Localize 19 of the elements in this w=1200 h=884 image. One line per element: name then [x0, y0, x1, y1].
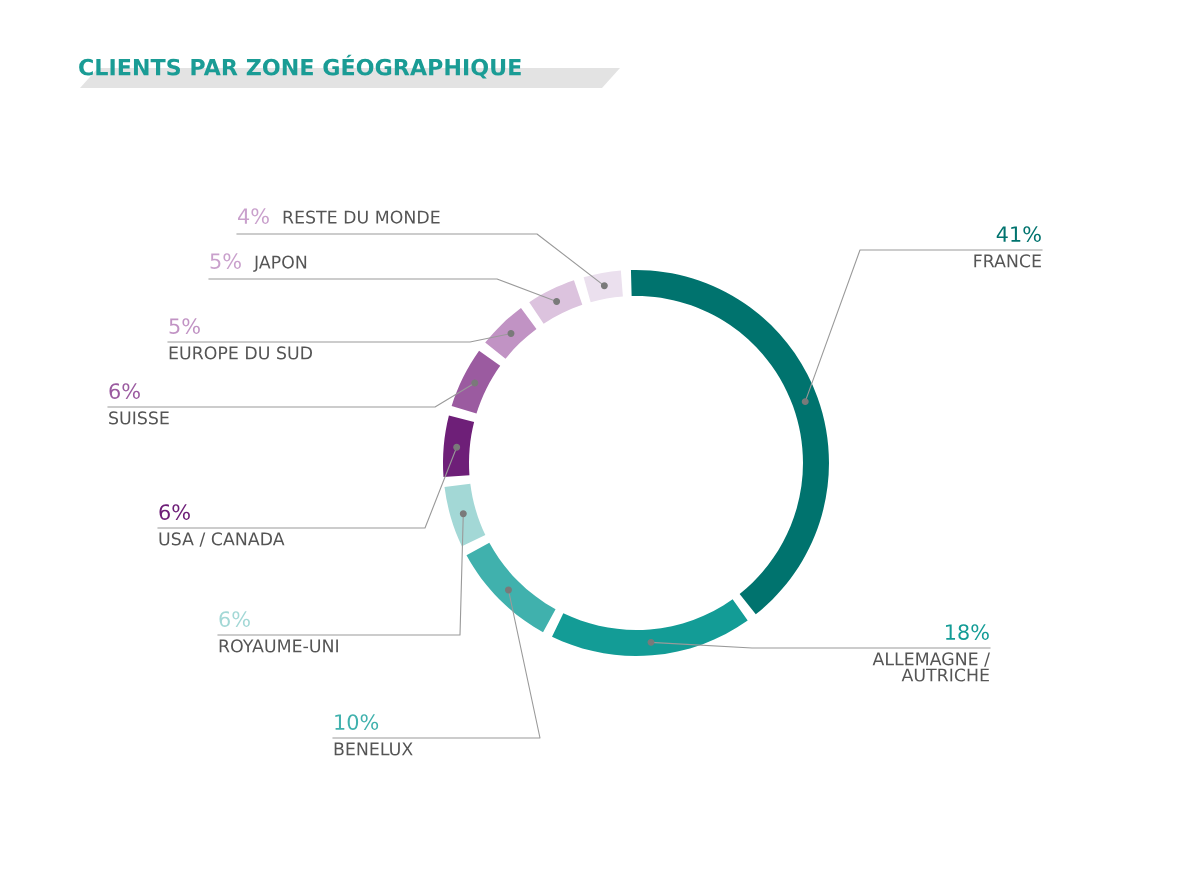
data-label: 6%: [219, 611, 250, 627]
data-label: 4%: [238, 208, 269, 224]
data-label: 6%: [109, 383, 140, 399]
slice-label: FRANCE: [974, 254, 1041, 268]
slice-label: ALLEMAGNE / AUTRICHE: [872, 652, 990, 682]
data-label: 6%: [159, 504, 190, 520]
slice-label: EUROPE DU SUD: [169, 346, 313, 360]
data-label: 5%: [210, 253, 241, 269]
slice-label: JAPON: [253, 255, 307, 272]
slice-label: SUISSE: [109, 411, 169, 425]
slice-label: USA / CANADA: [159, 532, 285, 547]
slice-label: ROYAUME-UNI: [219, 639, 338, 653]
chart-title: CLIENTS PAR ZONE GÉOGRAPHIQUE: [79, 54, 521, 79]
data-label: 5%: [169, 318, 200, 334]
slice-label: RESTE DU MONDE: [283, 210, 440, 224]
data-label: 10%: [335, 714, 379, 730]
data-label: 18%: [945, 624, 989, 640]
data-label: 41%: [996, 226, 1041, 242]
slice-label: BENELUX: [334, 742, 413, 756]
